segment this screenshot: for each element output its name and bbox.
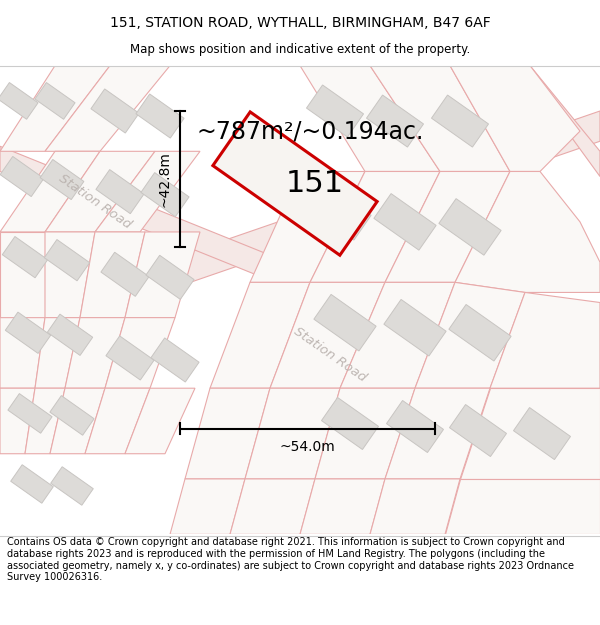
Polygon shape — [125, 232, 200, 318]
Polygon shape — [45, 151, 155, 232]
Polygon shape — [35, 82, 75, 119]
Polygon shape — [310, 171, 440, 282]
Polygon shape — [307, 85, 364, 137]
Polygon shape — [51, 467, 93, 505]
Polygon shape — [85, 388, 150, 454]
Polygon shape — [0, 146, 600, 413]
Polygon shape — [300, 479, 385, 534]
Polygon shape — [8, 394, 52, 433]
Polygon shape — [0, 82, 38, 119]
Polygon shape — [370, 479, 460, 534]
Polygon shape — [514, 408, 571, 459]
Text: 151, STATION ROAD, WYTHALL, BIRMINGHAM, B47 6AF: 151, STATION ROAD, WYTHALL, BIRMINGHAM, … — [110, 16, 490, 31]
Polygon shape — [185, 388, 270, 479]
Polygon shape — [105, 318, 175, 388]
Text: Contains OS data © Crown copyright and database right 2021. This information is : Contains OS data © Crown copyright and d… — [7, 538, 574, 582]
Polygon shape — [0, 318, 45, 388]
Polygon shape — [367, 95, 424, 147]
Polygon shape — [35, 318, 80, 388]
Polygon shape — [91, 89, 139, 133]
Polygon shape — [245, 388, 340, 479]
Polygon shape — [340, 282, 455, 388]
Polygon shape — [385, 388, 490, 479]
Polygon shape — [136, 94, 184, 138]
Polygon shape — [47, 314, 92, 356]
Polygon shape — [300, 66, 440, 171]
Polygon shape — [80, 232, 145, 318]
Text: Station Road: Station Road — [56, 172, 134, 231]
Polygon shape — [0, 388, 35, 454]
Polygon shape — [0, 66, 110, 151]
Polygon shape — [125, 388, 195, 454]
Polygon shape — [250, 171, 365, 282]
Polygon shape — [455, 171, 600, 292]
Polygon shape — [386, 401, 443, 452]
Polygon shape — [0, 151, 100, 232]
Polygon shape — [450, 66, 580, 171]
Text: 151: 151 — [286, 169, 344, 198]
Polygon shape — [45, 66, 170, 151]
Polygon shape — [5, 312, 50, 353]
Polygon shape — [65, 318, 125, 388]
Polygon shape — [44, 239, 89, 281]
Polygon shape — [50, 388, 105, 454]
Polygon shape — [309, 184, 371, 240]
Polygon shape — [11, 465, 53, 503]
Polygon shape — [45, 232, 95, 318]
Polygon shape — [210, 282, 310, 388]
Text: ~54.0m: ~54.0m — [280, 439, 335, 454]
Text: Station Road: Station Road — [292, 325, 368, 385]
Polygon shape — [490, 292, 600, 388]
Polygon shape — [314, 294, 376, 351]
Polygon shape — [439, 199, 501, 255]
Text: Map shows position and indicative extent of the property.: Map shows position and indicative extent… — [130, 42, 470, 56]
Polygon shape — [431, 95, 488, 147]
Polygon shape — [445, 479, 600, 534]
Polygon shape — [0, 232, 45, 318]
Polygon shape — [141, 173, 189, 217]
Polygon shape — [315, 388, 415, 479]
Polygon shape — [96, 169, 144, 214]
Polygon shape — [322, 398, 379, 449]
Polygon shape — [25, 388, 65, 454]
Polygon shape — [151, 338, 199, 382]
Polygon shape — [101, 253, 149, 296]
Text: ~787m²/~0.194ac.: ~787m²/~0.194ac. — [196, 119, 424, 143]
Polygon shape — [40, 159, 84, 199]
Polygon shape — [213, 112, 377, 255]
Polygon shape — [0, 111, 600, 348]
Polygon shape — [146, 255, 194, 299]
Polygon shape — [2, 236, 47, 278]
Polygon shape — [415, 282, 525, 388]
Polygon shape — [170, 479, 245, 534]
Polygon shape — [449, 404, 506, 456]
Polygon shape — [0, 156, 44, 197]
Polygon shape — [384, 299, 446, 356]
Polygon shape — [270, 282, 385, 388]
Polygon shape — [106, 336, 154, 380]
Polygon shape — [50, 396, 94, 435]
Polygon shape — [449, 304, 511, 361]
Polygon shape — [460, 388, 600, 479]
Text: ~42.8m: ~42.8m — [157, 151, 171, 207]
Polygon shape — [480, 66, 600, 176]
Polygon shape — [370, 66, 510, 171]
Polygon shape — [230, 479, 315, 534]
Polygon shape — [374, 194, 436, 250]
Polygon shape — [95, 151, 200, 232]
Polygon shape — [385, 171, 510, 282]
